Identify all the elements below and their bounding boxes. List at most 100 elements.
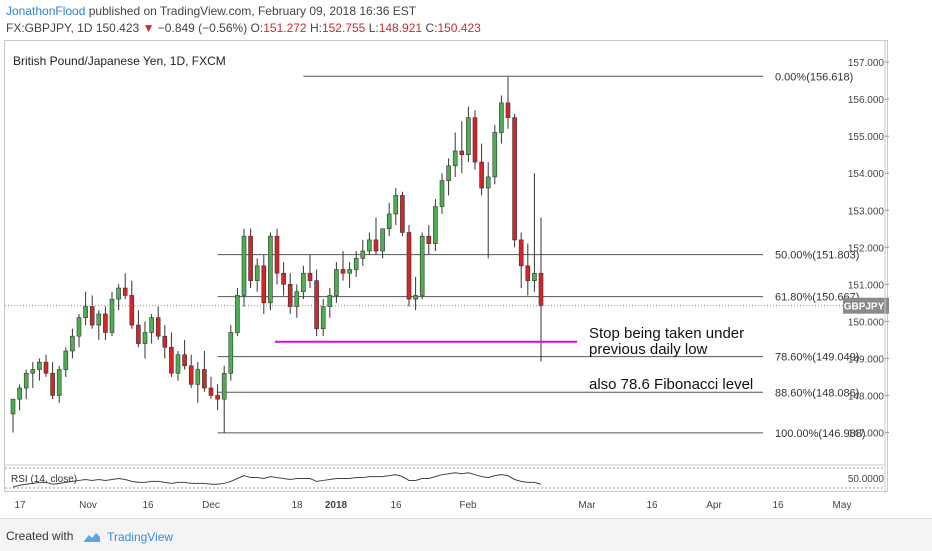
candle-body xyxy=(360,250,366,259)
candle-body xyxy=(459,150,465,156)
y-tick-label: 148.000 xyxy=(848,391,885,402)
candle-body xyxy=(314,280,319,330)
x-tick-label: 16 xyxy=(772,500,784,511)
candle-body xyxy=(122,287,128,296)
tradingview-brand-link[interactable]: TradingView xyxy=(107,529,174,544)
candle-body xyxy=(400,195,405,233)
candle-body xyxy=(479,161,484,189)
chart-area[interactable]: RSI (14, close) 50.0000 0.00%(156.618) 50.… xyxy=(4,40,889,493)
y-tick-label: 151.000 xyxy=(848,280,885,291)
y-tick-label: 152.000 xyxy=(848,243,885,254)
candle-body xyxy=(162,335,168,348)
published-text: published on TradingView.com, February 0… xyxy=(88,4,417,18)
candle-body xyxy=(446,165,451,181)
time-axis[interactable]: 17 Nov 16 Dec 18 2018 16 Feb Mar 16 Apr 16 May xyxy=(0,496,932,518)
chart-title: British Pound/Japanese Yen, 1D, FXCM xyxy=(13,54,226,68)
candle-body xyxy=(129,295,135,326)
candle-body xyxy=(373,239,379,252)
y-tick-label: 153.000 xyxy=(848,206,885,217)
candle-body xyxy=(472,117,478,163)
candle-body xyxy=(505,102,511,118)
y-tick-label: 147.000 xyxy=(848,428,885,439)
candle-body xyxy=(175,354,181,374)
candle-body xyxy=(386,213,392,230)
candle-body xyxy=(169,346,174,374)
y-tick-label: 154.000 xyxy=(848,169,885,180)
author-link[interactable]: JonathonFlood xyxy=(6,4,86,18)
price-chart[interactable]: RSI (14, close) 50.0000 0.00%(156.618) 50.… xyxy=(5,41,889,493)
x-tick-label: 17 xyxy=(14,500,26,511)
rsi-line xyxy=(12,472,542,488)
candle-body xyxy=(426,235,432,244)
candle-body xyxy=(96,313,102,326)
candle-body xyxy=(327,295,333,307)
annotation-text: also 78.6 Fibonacci level xyxy=(589,376,753,393)
low-label: L: xyxy=(368,21,379,35)
symbol-label: FX:GBPJPY, 1D xyxy=(6,21,93,35)
candle-body xyxy=(353,258,359,270)
candle-body xyxy=(268,235,273,304)
candle-body xyxy=(334,269,339,296)
rsi-label: RSI (14, close) xyxy=(11,474,77,485)
fib-level-label: 0.00%(156.618) xyxy=(775,71,853,83)
candle-body xyxy=(512,117,517,241)
candle-body xyxy=(499,102,504,133)
y-tick-label: 157.000 xyxy=(848,58,885,69)
y-tick-label: 156.000 xyxy=(848,95,885,106)
candle-body xyxy=(221,372,227,400)
x-tick-label: 2018 xyxy=(325,500,348,511)
candle-body xyxy=(261,265,267,304)
footer: Created with TradingView xyxy=(0,518,932,551)
candle-body xyxy=(136,324,141,344)
candle-body xyxy=(43,361,49,374)
candle-body xyxy=(17,387,22,400)
candle-body xyxy=(195,369,201,385)
candle-body xyxy=(70,335,75,352)
candle-body xyxy=(320,306,326,330)
annotation-text: previous daily low xyxy=(589,341,708,358)
candle-body xyxy=(149,317,154,333)
candle-body xyxy=(76,317,82,337)
fib-level-label: 100.00%(146.988) xyxy=(775,428,866,440)
candle-body xyxy=(525,265,531,281)
x-tick-label: May xyxy=(833,500,852,511)
fib-level-label: 78.60%(149.049) xyxy=(775,352,859,364)
candle-body xyxy=(281,272,286,285)
candle-body xyxy=(37,361,42,370)
candle-body xyxy=(248,235,253,281)
candle-body xyxy=(439,180,445,207)
x-tick-label: Apr xyxy=(706,500,722,511)
candle-body xyxy=(518,239,524,267)
candle-body xyxy=(83,306,88,318)
down-arrow-icon: ▼ xyxy=(142,21,155,35)
candle-body xyxy=(254,265,260,281)
candle-body xyxy=(10,398,16,415)
candle-body xyxy=(532,272,537,281)
open-label: O: xyxy=(250,21,264,35)
last-price: 150.423 xyxy=(95,21,140,35)
candle-body xyxy=(89,306,95,326)
candle-body xyxy=(413,295,418,300)
candle-body xyxy=(155,317,161,337)
y-tick-label: 149.000 xyxy=(848,354,885,365)
candle-body xyxy=(452,150,458,167)
candle-body xyxy=(116,287,121,300)
candle-body xyxy=(492,132,498,178)
candle-body xyxy=(50,372,55,396)
x-tick-label: 18 xyxy=(291,500,303,511)
x-tick-label: 16 xyxy=(390,500,402,511)
symbol-line: FX:GBPJPY, 1D 150.423 ▼ −0.849 (−0.56%) … xyxy=(6,21,481,35)
candle-body xyxy=(301,272,306,293)
price-change: −0.849 (−0.56%) xyxy=(157,21,248,35)
fib-level-label: 50.00%(151.803) xyxy=(775,250,859,262)
rsi-tick-label: 50.0000 xyxy=(848,474,885,485)
x-tick-label: Nov xyxy=(79,500,97,511)
chart-header: JonathonFlood published on TradingView.c… xyxy=(0,0,932,40)
candle-body xyxy=(419,235,425,296)
candle-body xyxy=(241,235,247,296)
candle-body xyxy=(340,269,346,274)
candle-body xyxy=(103,313,108,333)
candle-body xyxy=(433,206,438,244)
x-tick-label: Mar xyxy=(578,500,596,511)
candle-body xyxy=(538,272,544,307)
